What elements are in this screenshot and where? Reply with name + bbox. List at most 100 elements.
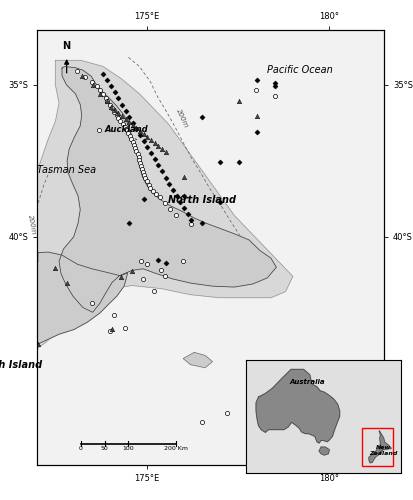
Polygon shape [256, 370, 339, 443]
Point [133, 124, 140, 132]
Point [144, 143, 151, 151]
Text: North Island: North Island [168, 196, 235, 205]
Point [152, 156, 158, 164]
Point [187, 220, 194, 228]
Point [89, 78, 95, 86]
Point [122, 106, 129, 114]
Point [120, 120, 126, 128]
Point [108, 102, 114, 110]
Polygon shape [59, 66, 276, 312]
Point [167, 205, 174, 213]
Point [111, 312, 117, 320]
Point [137, 131, 143, 139]
Point [129, 267, 135, 275]
Point [272, 79, 279, 87]
Polygon shape [0, 252, 128, 438]
Point [126, 219, 133, 227]
Point [118, 273, 124, 281]
Point [104, 98, 111, 106]
Point [150, 186, 157, 194]
Point [130, 119, 136, 127]
Point [140, 168, 146, 176]
Point [142, 174, 148, 182]
Point [128, 135, 135, 143]
Point [111, 108, 117, 116]
Point [94, 82, 101, 90]
Text: Tasman Sea: Tasman Sea [37, 165, 96, 175]
Point [52, 264, 59, 272]
Point [104, 96, 111, 104]
Point [115, 108, 121, 116]
Point [159, 145, 165, 153]
Point [235, 158, 242, 166]
Point [132, 144, 138, 152]
Point [147, 184, 154, 192]
Point [97, 90, 103, 98]
Point [162, 148, 169, 156]
Point [158, 266, 165, 274]
Point [133, 125, 140, 133]
Point [102, 94, 109, 102]
Point [173, 192, 180, 200]
Point [235, 96, 242, 104]
Point [111, 106, 118, 114]
Text: 50: 50 [101, 446, 109, 451]
Point [180, 192, 187, 200]
Point [100, 70, 106, 78]
Point [89, 82, 96, 90]
Point [173, 211, 179, 219]
Bar [363, 428, 393, 466]
Point [140, 275, 146, 283]
Point [161, 272, 168, 280]
Point [115, 114, 121, 122]
Point [140, 137, 147, 145]
Point [140, 172, 147, 179]
Point [180, 192, 187, 200]
Text: 200m: 200m [27, 214, 36, 235]
Point [155, 142, 162, 150]
Text: Pacific Ocean: Pacific Ocean [267, 64, 333, 74]
Point [156, 192, 163, 200]
Point [126, 118, 133, 126]
Point [199, 112, 206, 120]
Point [117, 116, 124, 124]
Point [111, 88, 118, 96]
Point [144, 133, 151, 141]
Point [180, 172, 187, 180]
Point [188, 216, 195, 224]
Point [114, 110, 120, 118]
Point [107, 326, 114, 334]
Point [155, 256, 162, 264]
Point [152, 139, 158, 147]
Point [97, 86, 103, 94]
Point [109, 324, 115, 332]
Point [140, 195, 147, 203]
Point [145, 180, 152, 188]
Point [119, 100, 125, 108]
Point [177, 198, 184, 206]
Point [109, 104, 115, 112]
Point [143, 178, 150, 186]
Point [271, 92, 278, 100]
Point [155, 162, 162, 170]
Point [130, 121, 136, 129]
Point [127, 132, 133, 140]
Text: Australia: Australia [290, 379, 325, 385]
Text: 200m: 200m [175, 108, 189, 128]
Point [162, 174, 169, 182]
Point [125, 129, 132, 137]
Text: N: N [63, 41, 71, 51]
Point [166, 180, 173, 188]
Point [140, 130, 147, 138]
Point [134, 150, 141, 158]
Point [217, 198, 224, 206]
Point [135, 153, 142, 161]
Point [159, 168, 165, 175]
Text: 0: 0 [79, 446, 83, 451]
Point [143, 260, 150, 268]
Point [148, 136, 154, 144]
Point [217, 158, 224, 166]
Point [121, 324, 128, 332]
Point [122, 115, 129, 123]
Point [180, 256, 187, 264]
